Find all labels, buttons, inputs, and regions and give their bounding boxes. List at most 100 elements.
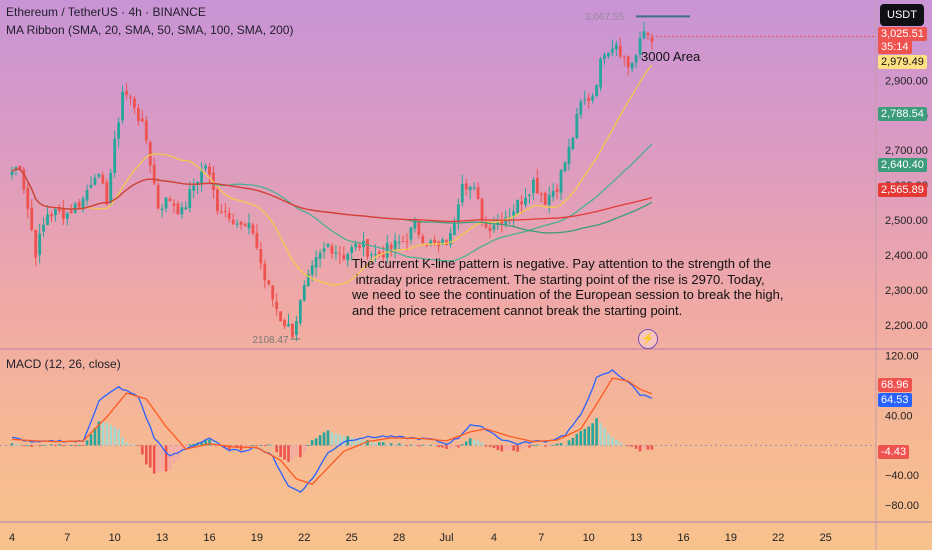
macd-histogram-bar (129, 443, 132, 446)
macd-histogram-bar (551, 445, 555, 446)
candle-body (22, 169, 26, 190)
macd-histogram-bar (646, 445, 650, 450)
macd-histogram-bar (385, 443, 389, 446)
macd-histogram-bar (409, 444, 413, 446)
lightning-icon[interactable]: ⚡ (638, 329, 658, 349)
candle-body (425, 244, 429, 246)
macd-histogram-bar (97, 421, 101, 446)
macd-histogram-bar (212, 441, 215, 446)
candle-body (196, 181, 200, 185)
macd-histogram-bar (453, 445, 456, 447)
candle-body (618, 45, 622, 57)
candle-body (18, 166, 22, 170)
macd-histogram-bar (461, 444, 464, 446)
macd-histogram-bar (532, 445, 535, 446)
price-scale-tag: 2,788.54 (878, 107, 927, 121)
candle-body (441, 239, 444, 245)
macd-histogram-bar (338, 434, 342, 446)
macd-histogram-bar (504, 445, 508, 451)
candle-body (46, 214, 49, 226)
candle-body (306, 274, 310, 287)
macd-histogram-bar (259, 444, 263, 446)
sma-20-line (11, 64, 653, 286)
candle-body (413, 221, 417, 229)
macd-histogram-bar (271, 445, 274, 447)
candle-body (543, 192, 547, 205)
candle-body (180, 207, 184, 215)
candle-body (634, 55, 638, 63)
time-axis-tick: 16 (203, 532, 215, 544)
time-axis-tick: 7 (538, 532, 544, 544)
annotation-line: and the price retracement cannot break t… (352, 302, 683, 318)
macd-histogram-bar (81, 445, 85, 447)
macd-histogram-bar (366, 440, 369, 446)
price-axis-tick: 2,700.00 (885, 145, 928, 157)
macd-histogram-bar (540, 445, 543, 447)
candle-body (219, 211, 223, 213)
candle-body (516, 199, 519, 214)
candle-body (302, 284, 306, 301)
candle-body (449, 232, 452, 245)
candle-body (137, 108, 140, 122)
time-axis-tick: 10 (109, 532, 121, 544)
macd-scale-tag: 68.96 (878, 378, 912, 392)
candle-body (42, 224, 45, 232)
candle-body (26, 187, 30, 209)
candle-body (551, 191, 555, 197)
currency-button[interactable]: USDT (880, 4, 924, 26)
macd-histogram-bar (168, 445, 172, 471)
macd-histogram-bar (208, 439, 211, 446)
macd-histogram-bar (113, 427, 116, 446)
macd-legend[interactable]: MACD (12, 26, close) (6, 357, 121, 371)
candle-body (243, 224, 247, 227)
candle-body (532, 179, 535, 194)
macd-histogram-bar (330, 432, 334, 446)
candle-body (611, 48, 614, 53)
macd-histogram-bar (555, 443, 559, 446)
macd-axis-tick: −40.00 (885, 470, 919, 482)
macd-histogram-bar (164, 445, 168, 472)
candle-body (188, 189, 192, 209)
macd-histogram-bar (595, 418, 598, 446)
macd-histogram-bar (133, 444, 136, 446)
macd-histogram-bar (457, 445, 460, 448)
ma-ribbon-legend[interactable]: MA Ribbon (SMA, 20, SMA, 50, SMA, 100, S… (6, 23, 294, 37)
candle-body (575, 113, 579, 139)
macd-histogram-bar (583, 428, 587, 446)
candle-body (456, 204, 460, 222)
macd-histogram-bar (54, 445, 57, 447)
candle-body (397, 242, 401, 244)
macd-histogram-bar (251, 445, 255, 446)
candle-body (164, 197, 168, 209)
candle-body (614, 44, 618, 50)
price-axis-tick: 2,900.00 (885, 75, 928, 87)
macd-histogram-bar (401, 443, 405, 446)
candle-body (314, 257, 318, 268)
candle-body (642, 31, 646, 39)
macd-histogram-bar (204, 440, 207, 446)
macd-histogram-bar (630, 445, 634, 447)
candle-body (93, 177, 97, 185)
time-axis-tick: 16 (677, 532, 689, 544)
candle-body (350, 247, 354, 253)
macd-axis-tick: −80.00 (885, 500, 919, 512)
macd-histogram-bar (38, 445, 41, 447)
candle-body (401, 241, 405, 243)
candle-body (417, 222, 421, 236)
macd-histogram-bar (508, 445, 511, 451)
macd-histogram-bar (26, 445, 30, 447)
candle-body (291, 323, 294, 338)
macd-histogram-bar (638, 445, 642, 452)
candle-body (318, 252, 322, 259)
candle-body (421, 235, 425, 244)
candle-body (133, 98, 136, 108)
macd-histogram-bar (291, 445, 294, 460)
macd-histogram-bar (160, 445, 164, 472)
price-axis-tick: 2,500.00 (885, 215, 928, 227)
candle-body (646, 33, 650, 36)
candle-body (144, 120, 148, 141)
candle-body (488, 227, 492, 232)
candle-body (77, 202, 81, 208)
macd-histogram-bar (397, 443, 401, 446)
